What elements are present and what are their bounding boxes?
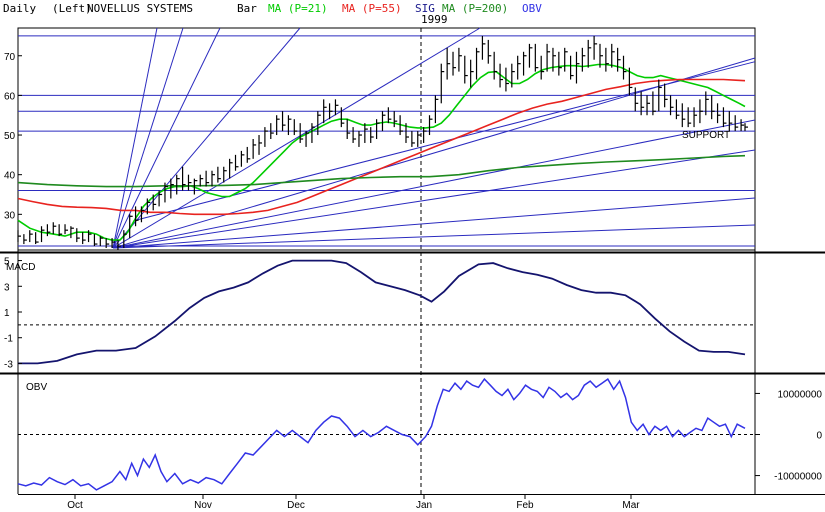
- legend-ma21: MA (P=21): [268, 2, 328, 15]
- gann-fan-line: [112, 27, 481, 249]
- x-tick-label: Dec: [287, 500, 305, 511]
- symbol-label: NOVELLUS SYSTEMS: [87, 2, 193, 15]
- price-y-tick-label: 60: [4, 91, 16, 102]
- macd-panel: -3 -1 1 3 5: [4, 257, 755, 370]
- period-label: Daily: [3, 2, 36, 15]
- chart-header: Daily (Left) NOVELLUS SYSTEMS Bar MA (P=…: [3, 2, 542, 26]
- macd-y-tick-label: -1: [4, 334, 13, 345]
- style-label: Bar: [237, 2, 257, 15]
- macd-y-tick-label: -3: [4, 359, 13, 370]
- gann-fan-line: [112, 27, 158, 249]
- x-tick-label: Oct: [67, 500, 83, 511]
- price-y-tick-label: 50: [4, 131, 16, 142]
- obv-y-tick-label: -10000000: [774, 472, 822, 483]
- macd-title: MACD: [6, 262, 35, 273]
- ma200-line: [17, 154, 746, 188]
- price-y-tick-label: 40: [4, 171, 16, 182]
- legend-ma55: MA (P=55): [342, 2, 402, 15]
- ma21-line: [17, 63, 746, 241]
- macd-y-tick-label: 1: [4, 308, 10, 319]
- gann-fan-line: [112, 149, 756, 249]
- obv-panel: -10000000 0 10000000: [17, 377, 823, 491]
- year-label: 1999: [421, 13, 448, 26]
- price-y-tick-label: 30: [4, 210, 16, 221]
- price-panel: 30 40 50 60 70: [4, 27, 756, 250]
- scale-label: (Left): [52, 2, 92, 15]
- gann-fan-line: [112, 119, 756, 249]
- price-y-tick-label: 70: [4, 52, 16, 63]
- gann-fan-line: [112, 27, 221, 249]
- macd-y-tick-label: 5: [4, 257, 10, 268]
- x-axis: Oct Nov Dec Jan Feb Mar: [67, 494, 640, 511]
- obv-line: [17, 377, 746, 491]
- x-tick-label: Jan: [416, 500, 432, 511]
- obv-title: OBV: [26, 382, 47, 393]
- x-tick-label: Feb: [516, 500, 534, 511]
- x-tick-label: Mar: [622, 500, 640, 511]
- gann-fan-line: [112, 57, 756, 249]
- macd-y-tick-label: 3: [4, 282, 10, 293]
- legend-ma200: MA (P=200): [442, 2, 508, 15]
- gann-fan-line: [113, 197, 756, 249]
- obv-y-tick-label: 10000000: [778, 389, 823, 400]
- obv-y-tick-label: 0: [816, 431, 822, 442]
- x-tick-label: Nov: [194, 500, 212, 511]
- legend-obv: OBV: [522, 2, 542, 15]
- trend-line: [135, 61, 756, 221]
- macd-line: [18, 259, 746, 365]
- legend-sig: SIG: [415, 2, 435, 15]
- support-annotation: SUPPORT: [682, 130, 730, 141]
- ma55-line: [17, 78, 746, 216]
- gann-fan-line: [113, 224, 756, 249]
- gann-fan-line: [112, 27, 184, 249]
